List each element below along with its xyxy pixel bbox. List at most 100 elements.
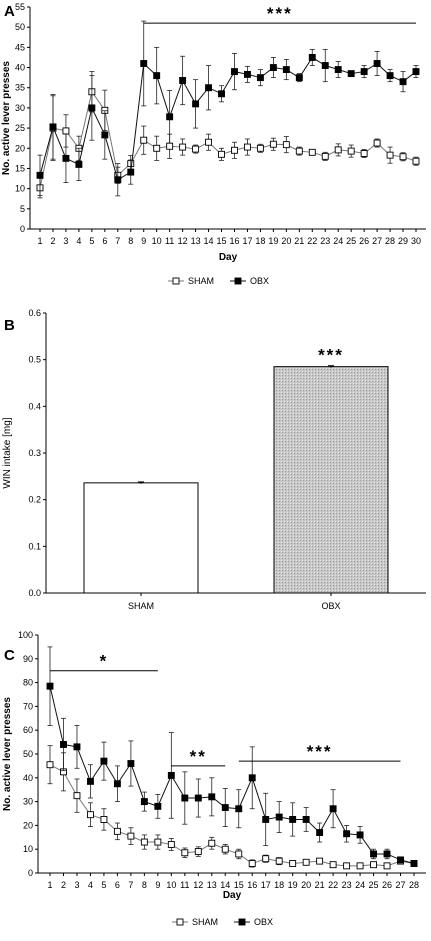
data-point — [282, 141, 290, 149]
x-tick-label: 28 — [385, 236, 395, 246]
x-tick-label: 20 — [281, 236, 291, 246]
x-tick-label: 1 — [37, 236, 42, 246]
legend: SHAM OBX — [172, 917, 273, 927]
data-point — [221, 845, 229, 853]
y-tick-label: 0.5 — [28, 355, 41, 365]
data-point — [256, 74, 264, 82]
legend-label: OBX — [254, 917, 273, 927]
y-axis-label: No. active lever presses — [2, 697, 13, 811]
significance-stars: *** — [307, 742, 333, 761]
data-point — [127, 760, 135, 767]
data-point — [275, 813, 283, 821]
data-point — [192, 100, 200, 108]
series-line — [49, 764, 415, 867]
x-tick-label: 17 — [242, 236, 252, 246]
data-point — [269, 140, 277, 148]
data-point — [86, 811, 94, 819]
panel-label: C — [4, 647, 15, 664]
data-point — [360, 150, 368, 157]
y-tick-label: 35 — [15, 83, 25, 93]
data-point — [329, 805, 337, 813]
x-tick-label: 12 — [178, 236, 188, 246]
data-point — [302, 858, 310, 866]
x-tick-label: 29 — [398, 236, 408, 246]
x-tick-label: 8 — [128, 236, 133, 246]
x-tick-label: 24 — [333, 236, 343, 246]
data-point — [412, 68, 420, 76]
x-tick-label: 9 — [141, 236, 146, 246]
legend-marker — [234, 277, 242, 285]
data-point — [347, 70, 355, 78]
data-point — [243, 143, 251, 151]
data-point — [397, 856, 404, 864]
data-point — [269, 64, 277, 71]
x-tick-label: 24 — [355, 880, 365, 890]
data-point — [262, 855, 270, 863]
data-point — [383, 862, 391, 870]
data-point — [399, 153, 407, 161]
data-point — [356, 831, 364, 839]
data-point — [62, 127, 70, 135]
data-point — [262, 816, 270, 823]
y-tick-label: 80 — [23, 678, 33, 688]
y-tick-label: 40 — [23, 773, 33, 783]
x-tick-label: 6 — [102, 236, 107, 246]
x-tick-label: 27 — [396, 880, 406, 890]
y-tick-label: 0.4 — [28, 401, 41, 411]
legend-marker — [176, 918, 184, 926]
data-point — [243, 70, 251, 78]
data-point — [88, 104, 96, 112]
y-tick-label: 0.6 — [28, 308, 41, 318]
y-tick-label: 5 — [20, 204, 25, 214]
data-point — [181, 794, 189, 802]
significance-stars: *** — [318, 346, 344, 365]
significance-stars: ** — [190, 747, 207, 766]
series-obx — [46, 646, 418, 867]
significance-stars: *** — [267, 4, 293, 23]
data-point — [179, 143, 187, 151]
x-tick-label: 19 — [288, 880, 298, 890]
panel-label: B — [4, 317, 15, 334]
legend-label: SHAM — [192, 917, 218, 927]
x-tick-label: 18 — [255, 236, 265, 246]
data-point — [140, 136, 148, 144]
data-point — [100, 757, 108, 765]
x-tick-label: 15 — [217, 236, 227, 246]
y-tick-label: 0 — [28, 868, 33, 878]
y-tick-label: 45 — [15, 42, 25, 52]
x-tick-label: 13 — [191, 236, 201, 246]
y-tick-label: 100 — [18, 630, 33, 640]
data-point — [208, 839, 216, 847]
data-point — [235, 805, 243, 813]
data-point — [373, 139, 381, 147]
data-point — [154, 838, 162, 846]
data-point — [194, 794, 202, 802]
data-point — [167, 771, 175, 779]
x-tick-label: 8 — [142, 880, 147, 890]
data-point — [235, 850, 243, 858]
x-tick-label: 5 — [89, 236, 94, 246]
y-tick-label: 15 — [15, 163, 25, 173]
data-point — [166, 113, 174, 121]
x-tick-label: 14 — [220, 880, 230, 890]
series-line — [39, 90, 417, 188]
x-tick-label: 7 — [115, 236, 120, 246]
data-point — [140, 60, 148, 67]
x-tick-label: 3 — [74, 880, 79, 890]
x-tick-label: 21 — [315, 880, 325, 890]
y-tick-label: 10 — [15, 184, 25, 194]
y-tick-label: 60 — [23, 725, 33, 735]
data-point — [49, 123, 57, 131]
data-point — [370, 861, 378, 869]
data-point — [166, 142, 174, 150]
data-point — [153, 144, 161, 152]
data-point — [140, 798, 148, 806]
data-point — [192, 145, 200, 153]
data-point — [347, 147, 355, 155]
y-tick-label: 30 — [15, 103, 25, 113]
x-tick-label: 28 — [409, 880, 419, 890]
x-tick-label: 26 — [359, 236, 369, 246]
data-point — [256, 144, 264, 152]
panel-label: A — [4, 3, 15, 20]
